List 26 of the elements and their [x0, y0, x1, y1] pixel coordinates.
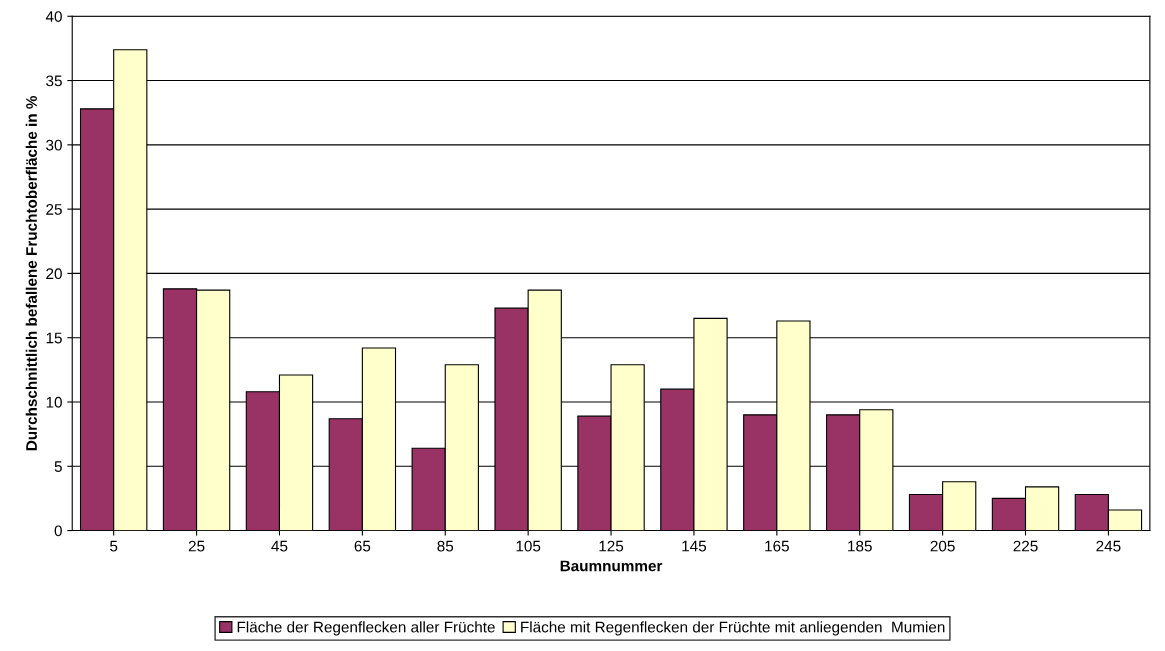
x-axis-title: Baumnummer: [560, 560, 663, 572]
x-tick-label: 5: [110, 540, 118, 552]
y-tick-label: 30: [46, 139, 62, 151]
y-tick-label: 10: [46, 396, 62, 408]
x-tick-label: 85: [437, 540, 454, 552]
y-tick-label: 5: [54, 461, 62, 472]
x-tick-label: 65: [354, 540, 371, 552]
y-tick-label: 35: [46, 75, 62, 87]
x-tick-label: 185: [848, 540, 872, 552]
x-tick-label: 165: [765, 540, 789, 552]
x-tick-label: 245: [1096, 540, 1121, 552]
x-tick-label: 205: [930, 540, 955, 552]
y-tick-label: 25: [46, 204, 62, 215]
x-tick-label: 25: [188, 540, 205, 552]
legend-label: Fläche der Regenflecken aller Früchte: [237, 621, 495, 636]
y-tick-label: 15: [46, 332, 62, 344]
y-tick-label: 20: [46, 268, 62, 280]
y-axis-title: Durchschnittlich befallene Fruchtoberfläche in %: [25, 95, 37, 451]
y-tick-label: 0: [54, 525, 62, 537]
x-tick-label: 125: [599, 540, 624, 552]
legend-label: Fläche mit Regenflecken der Früchte mit anliegenden Mumien: [521, 621, 945, 636]
x-tick-label: 225: [1013, 540, 1038, 552]
y-tick-label: 40: [45, 11, 62, 22]
x-tick-label: 145: [682, 540, 707, 552]
x-tick-label: 45: [271, 540, 288, 552]
x-tick-label: 105: [516, 540, 541, 552]
